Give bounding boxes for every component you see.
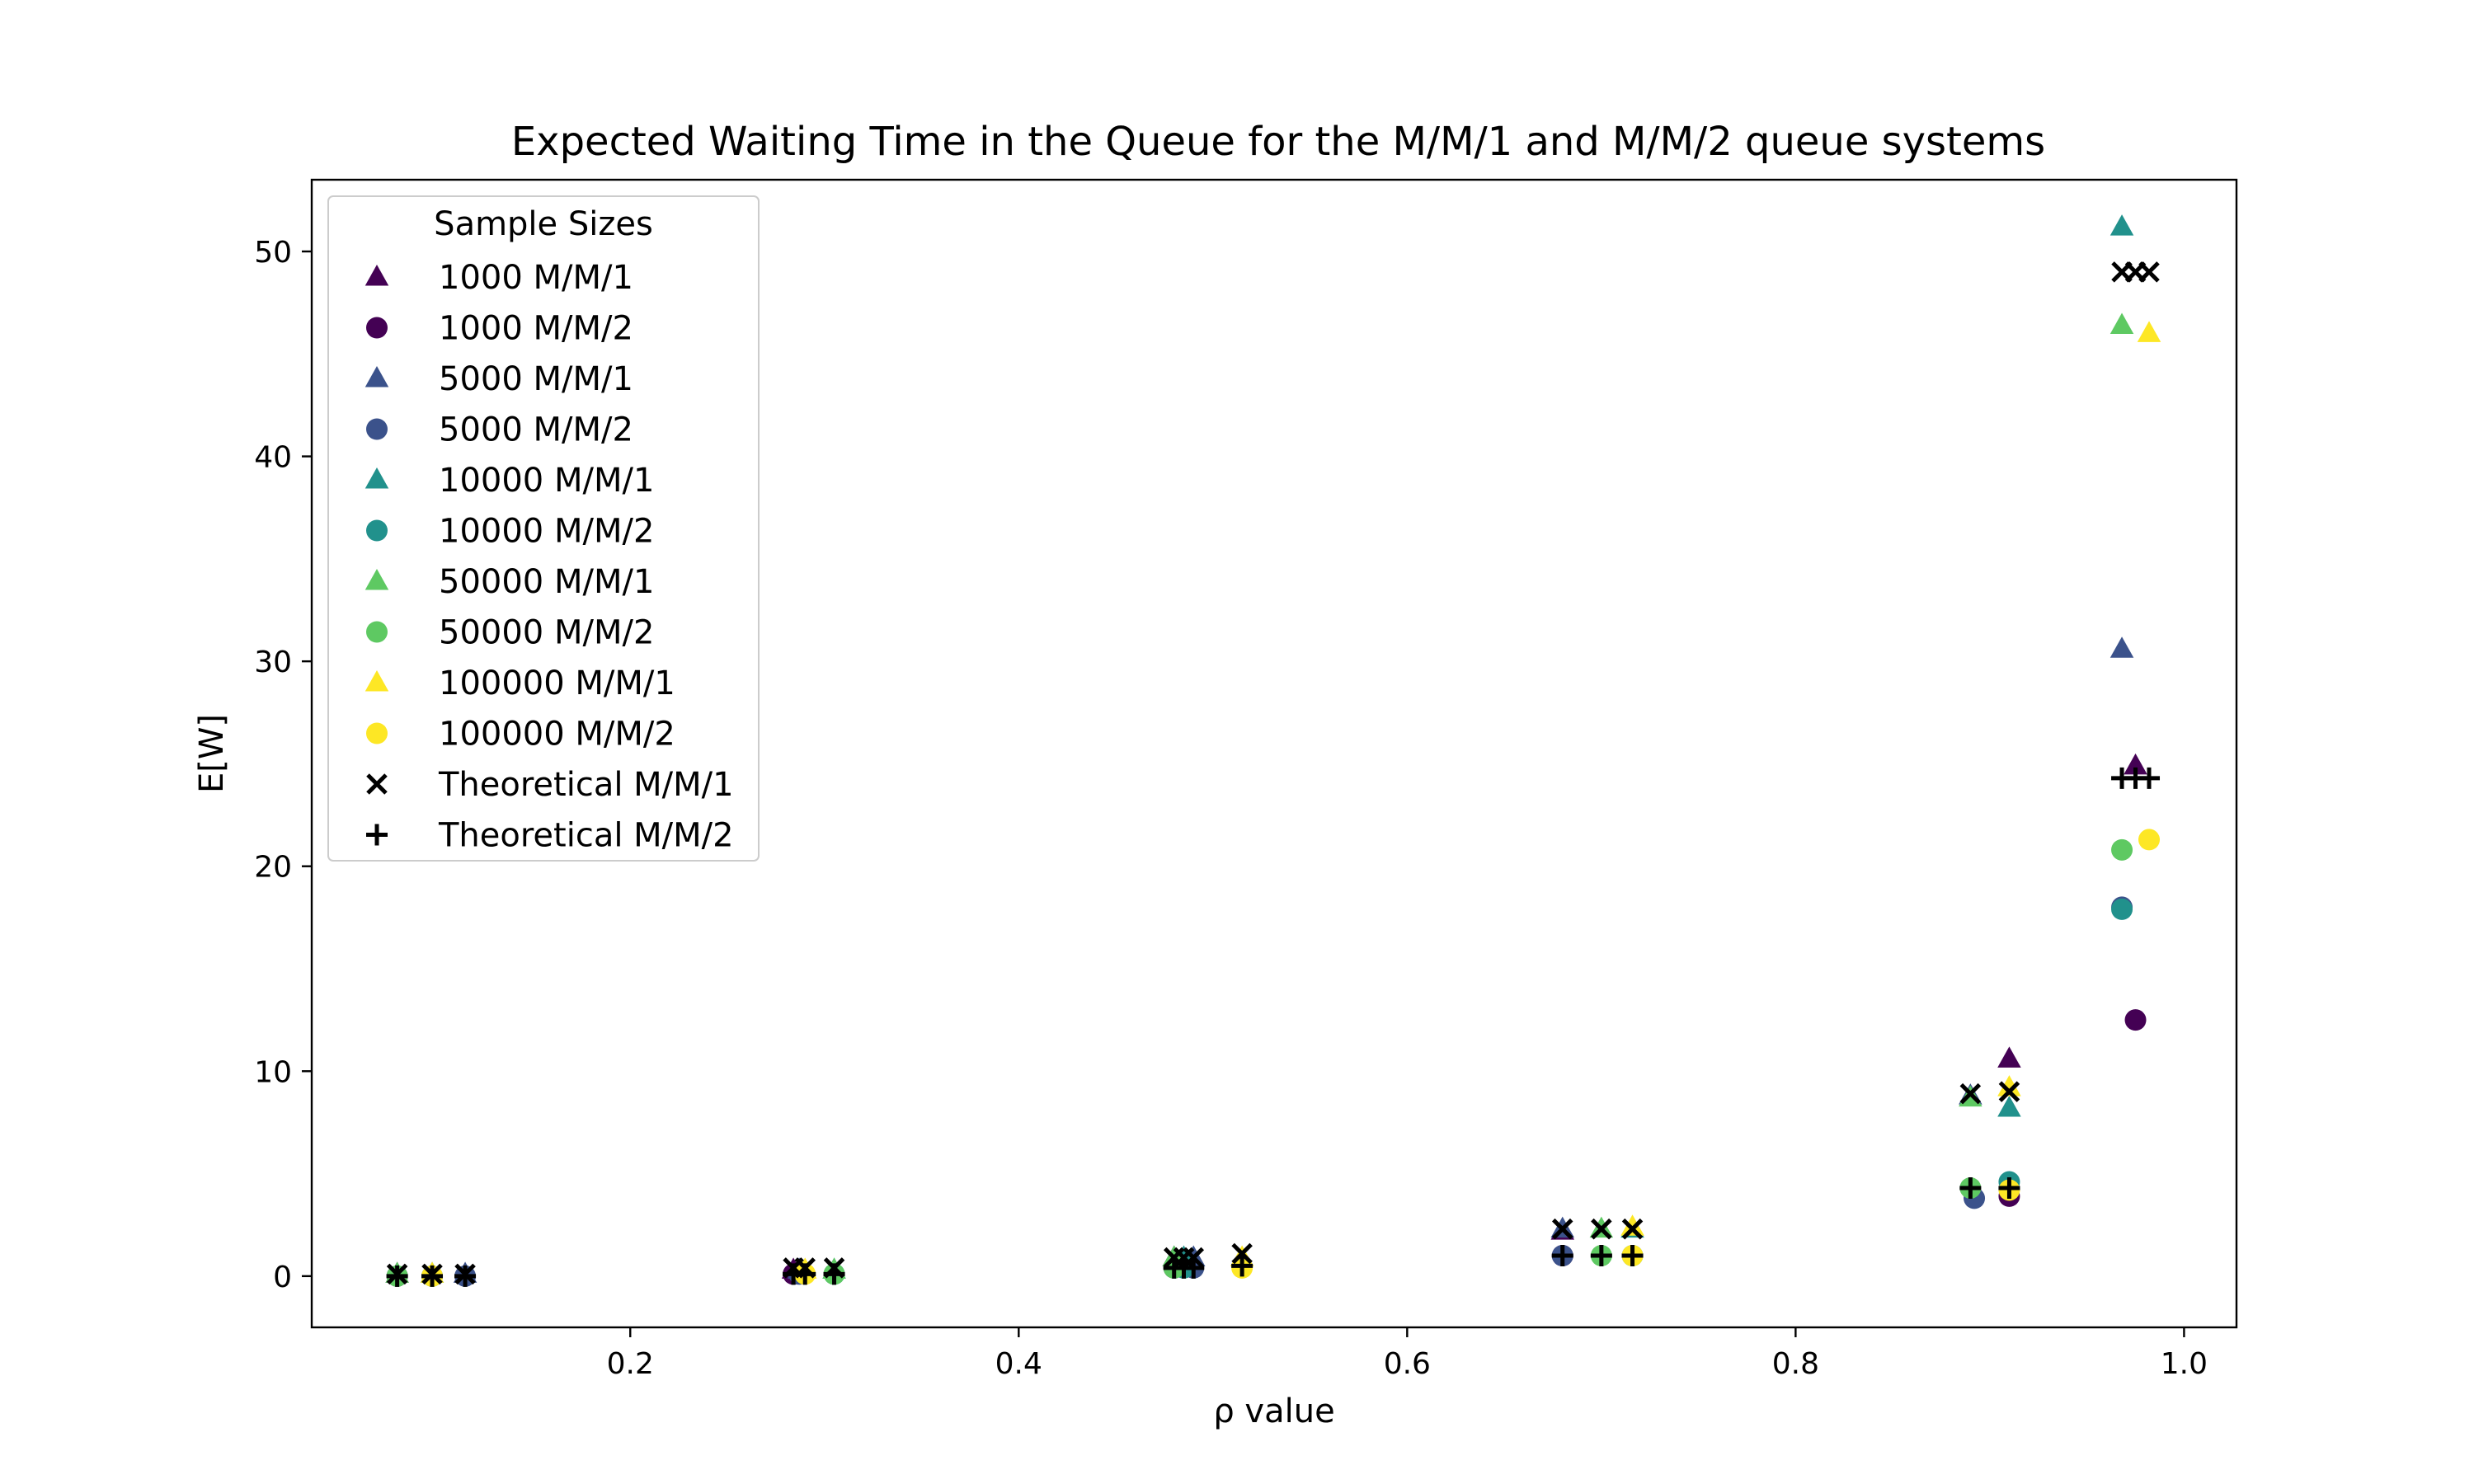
- data-point: [1621, 1218, 1644, 1240]
- y-tick-label: 20: [254, 851, 292, 885]
- axis-ticks: 0.2 0.4 0.6 0.8 1.0 0 10 20 30 40 50: [254, 236, 2208, 1381]
- legend-marker: [366, 773, 388, 795]
- legend-title: Sample Sizes: [434, 205, 653, 243]
- legend-marker: [366, 418, 388, 440]
- legend-box: [327, 195, 760, 862]
- data-point: [1620, 1214, 1644, 1236]
- x-tick-label: 0.6: [1384, 1347, 1431, 1381]
- legend-item: 5000 M/M/2: [366, 411, 633, 449]
- legend-marker: [366, 722, 388, 744]
- legend-label: 10000 M/M/1: [439, 462, 654, 500]
- x-tick-label: 0.2: [607, 1347, 654, 1381]
- legend-item: Theoretical M/M/1: [366, 766, 734, 804]
- legend-marker: [366, 317, 388, 339]
- x-tick-label: 1.0: [2161, 1347, 2208, 1381]
- data-point: [2124, 1009, 2147, 1031]
- data-point: [2109, 214, 2134, 236]
- x-tick-label: 0.8: [1772, 1347, 1819, 1381]
- legend-marker: [366, 621, 388, 643]
- legend-marker: [365, 265, 389, 286]
- data-point: [2138, 829, 2161, 851]
- data-point: [2138, 261, 2160, 283]
- data-point: [1959, 1176, 1982, 1199]
- y-tick-label: 40: [254, 441, 292, 475]
- legend-item: 1000 M/M/1: [365, 259, 633, 297]
- legend-label: 100000 M/M/2: [439, 716, 675, 754]
- data-point: [1997, 1096, 2021, 1117]
- data-point: [1997, 1046, 2021, 1068]
- data-point: [2124, 753, 2147, 775]
- legend-marker: [365, 366, 389, 387]
- x-tick-label: 0.4: [995, 1347, 1042, 1381]
- legend-label: 100000 M/M/1: [439, 665, 675, 702]
- legend-item: 10000 M/M/2: [366, 513, 654, 551]
- legend-item: 50000 M/M/1: [365, 563, 654, 601]
- y-tick-label: 10: [254, 1055, 292, 1089]
- data-point: [1998, 1176, 2020, 1199]
- legend-label: 5000 M/M/1: [439, 360, 633, 398]
- legend-marker: [365, 670, 389, 692]
- data-point: [794, 1263, 816, 1285]
- plot-frame: [310, 178, 2238, 1329]
- data-point: [2111, 898, 2133, 920]
- data-point: [1959, 1082, 1982, 1105]
- data-point: [1590, 1245, 1612, 1266]
- legend-label: 10000 M/M/2: [439, 513, 654, 551]
- data-point: [2109, 636, 2134, 658]
- data-point: [2138, 767, 2161, 789]
- data-point: [1591, 1218, 1612, 1240]
- data-point: [1231, 1255, 1253, 1277]
- legend-item: Theoretical M/M/2: [366, 817, 734, 855]
- legend-label: 50000 M/M/2: [439, 614, 654, 652]
- y-tick-label: 50: [254, 236, 292, 270]
- legend-item: 50000 M/M/2: [366, 614, 654, 652]
- data-point: [1621, 1245, 1644, 1266]
- chart-title: Expected Waiting Time in the Queue for t…: [511, 119, 2045, 165]
- legend-label: Theoretical M/M/2: [438, 817, 734, 855]
- data-point: [2109, 312, 2134, 334]
- legend-item: 100000 M/M/1: [365, 665, 675, 702]
- data-points: [385, 214, 2161, 1287]
- series-11: [386, 767, 2161, 1287]
- data-point: [1551, 1218, 1573, 1240]
- data-point: [1551, 1245, 1573, 1266]
- data-point: [2111, 838, 2133, 861]
- data-point: [823, 1263, 845, 1285]
- legend-label: 50000 M/M/1: [439, 563, 654, 601]
- legend-item: 10000 M/M/1: [365, 462, 654, 500]
- legend-item: 100000 M/M/2: [366, 716, 675, 754]
- legend-marker: [366, 824, 388, 846]
- legend-item: 5000 M/M/1: [365, 360, 633, 398]
- legend-label: 5000 M/M/2: [439, 411, 633, 449]
- legend-item: 1000 M/M/2: [366, 310, 633, 348]
- data-point: [386, 1265, 408, 1287]
- data-point: [1231, 1242, 1253, 1265]
- data-point: [1997, 1075, 2021, 1097]
- y-tick-label: 30: [254, 646, 292, 679]
- legend-label: Theoretical M/M/1: [438, 766, 734, 804]
- legend-marker: [365, 467, 389, 489]
- legend-marker: [365, 569, 389, 590]
- legend-label: 1000 M/M/1: [439, 259, 633, 297]
- data-point: [1998, 1081, 2020, 1102]
- x-axis-label: ρ value: [1213, 1392, 1334, 1430]
- legend-marker: [366, 519, 388, 542]
- data-point: [421, 1265, 444, 1287]
- data-point: [1183, 1256, 1205, 1279]
- data-point: [2137, 321, 2161, 342]
- y-axis-label: E[W]: [193, 714, 231, 793]
- y-tick-label: 0: [273, 1261, 292, 1294]
- legend-label: 1000 M/M/2: [439, 310, 633, 348]
- data-point: [454, 1265, 477, 1287]
- legend: Sample Sizes 1000 M/M/1 1000 M/M/2 5000 M/…: [327, 195, 760, 862]
